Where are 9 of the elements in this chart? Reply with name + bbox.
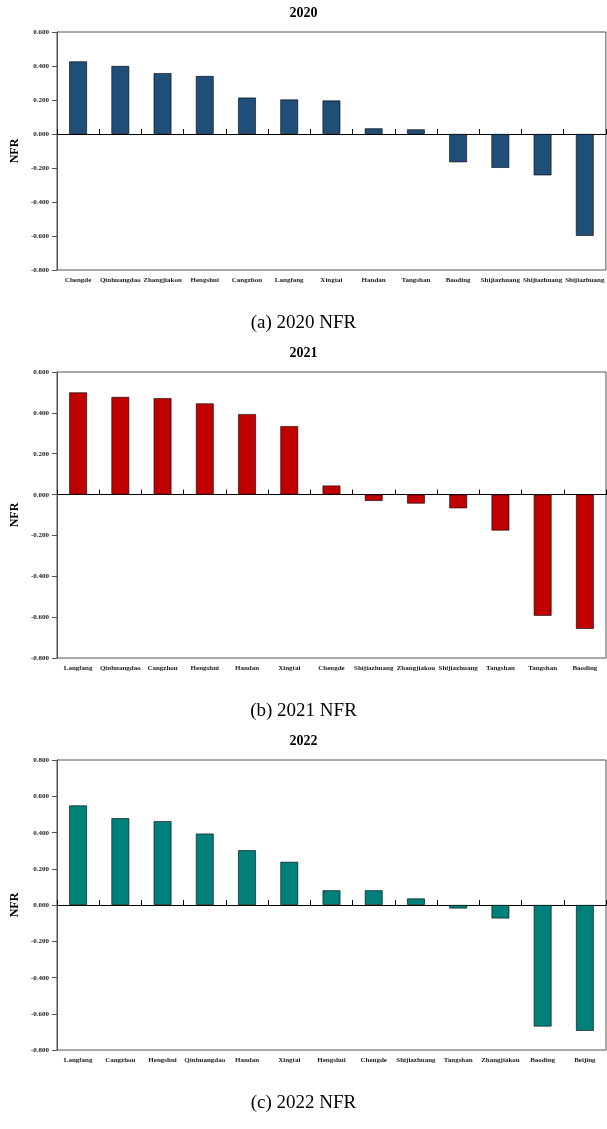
y-axis-title: NFR [7, 138, 21, 164]
y-axis-title: NFR [7, 892, 21, 918]
text: (c) 2022 NFR [250, 1091, 357, 1113]
text: (b) 2021 NFR [250, 699, 358, 721]
chart-title: 2020 [289, 4, 318, 20]
text: (a) 2020 NFR [250, 311, 357, 333]
chart-title: 2022 [289, 732, 318, 748]
chart-title: 2021 [289, 344, 318, 360]
y-axis-title: NFR [7, 502, 21, 528]
